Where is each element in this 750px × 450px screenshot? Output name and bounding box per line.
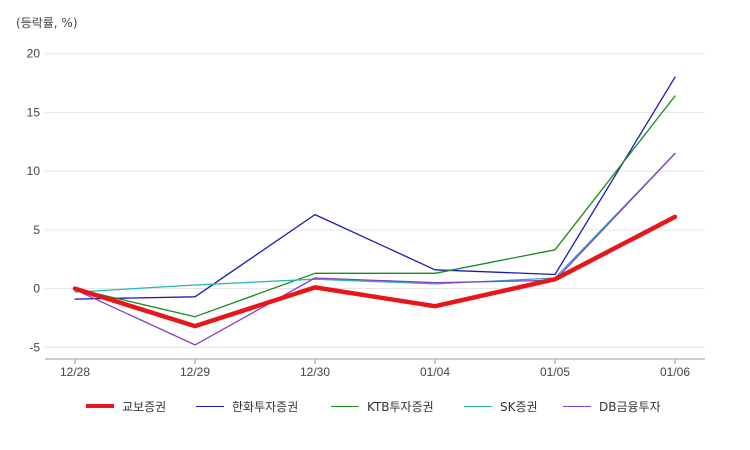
legend-swatch [464, 405, 492, 407]
series-lines [72, 76, 678, 346]
legend-label: SK증권 [500, 399, 538, 414]
series-line-4 [74, 152, 676, 293]
series-line-1 [72, 214, 678, 329]
x-tick-label: 01/05 [540, 365, 570, 379]
legend-swatch [563, 405, 591, 407]
y-axis-unit-label: (등락률, %) [16, 16, 78, 30]
series-line-2 [74, 76, 676, 300]
axes: -5 0 5 10 15 20 12/28 12/29 12/30 01/04 01/05 01/06 [27, 47, 705, 379]
series-line-5 [74, 152, 676, 346]
y-tick-label: 10 [27, 164, 41, 178]
legend-item: 한화투자증권 [196, 396, 298, 416]
legend-label: DB금융투자 [599, 399, 661, 414]
legend-item: KTB투자증권 [331, 396, 434, 416]
y-tick-label: 20 [27, 47, 41, 61]
x-tick-label: 12/30 [300, 365, 330, 379]
legend-item: SK증권 [464, 396, 538, 416]
legend-item: 교보증권 [86, 396, 166, 416]
x-tick-label: 01/06 [660, 365, 690, 379]
legend-label: 한화투자증권 [232, 399, 299, 414]
legend-swatch [86, 404, 114, 408]
x-tick-label: 12/28 [60, 365, 90, 379]
y-tick-label: 5 [33, 223, 40, 237]
x-tick-label: 01/04 [420, 365, 450, 379]
grid-lines [45, 53, 705, 348]
chart-legend: 교보증권 한화투자증권 KTB투자증권 SK증권 DB금융투자 [0, 396, 750, 418]
legend-item: DB금융투자 [563, 396, 661, 416]
legend-swatch [331, 405, 359, 407]
x-tick-label: 12/29 [180, 365, 210, 379]
series-line-3 [74, 95, 676, 318]
legend-label: KTB투자증권 [367, 399, 434, 414]
y-tick-label: 15 [27, 105, 41, 119]
legend-swatch [196, 405, 224, 407]
y-tick-label: 0 [33, 282, 40, 296]
legend-label: 교보증권 [122, 399, 167, 414]
y-tick-label: -5 [29, 340, 40, 354]
